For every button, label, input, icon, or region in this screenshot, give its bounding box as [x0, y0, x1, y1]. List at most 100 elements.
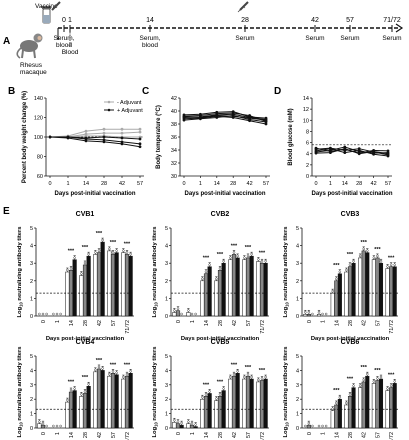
timeline-sample-label: Serum, blood — [140, 35, 161, 49]
data-point — [97, 249, 101, 252]
bar — [93, 254, 98, 317]
bar — [259, 262, 265, 317]
y-tick-label: 40 — [171, 109, 177, 115]
bar — [245, 375, 251, 429]
data-point — [215, 397, 218, 400]
x-tick-label: 42 — [97, 432, 103, 438]
bar — [231, 375, 237, 429]
bar — [378, 378, 384, 429]
x-tick-label: 28 — [101, 181, 107, 187]
x-tick-label: 0 — [41, 432, 47, 435]
data-point — [215, 277, 218, 280]
vaccination-syringe-icon-day28 — [237, 1, 249, 13]
data-point — [138, 130, 142, 134]
legend-marker — [107, 100, 111, 104]
x-tick-label: 14 — [334, 432, 340, 438]
timeline-day-label: 57 — [346, 17, 354, 24]
data-point — [264, 122, 268, 126]
bar — [358, 387, 363, 429]
bar — [114, 252, 119, 317]
bar — [200, 398, 205, 429]
data-point — [66, 135, 70, 139]
bar — [110, 254, 116, 317]
panel-c-temperature-chart: C 30 32 34 36 38 40 42 0 1 14 28 42 57 Days post-initi… — [142, 86, 270, 197]
panel-b-weight-chart-letter: B — [8, 86, 15, 97]
bar — [207, 393, 212, 429]
data-point — [120, 142, 124, 146]
x-tick-label: 1 — [190, 320, 196, 323]
significance-marker: *** — [259, 250, 266, 256]
x-tick-label: 42 — [362, 432, 368, 438]
bar — [93, 371, 98, 429]
x-tick-label: 0 — [307, 432, 313, 435]
panel-d-glucose-chart: D 0 2 4 6 8 10 12 14 0 1 14 28 42 57 Days post-initial … — [274, 86, 393, 197]
data-point — [321, 312, 324, 316]
timeline-sample-label: Serum — [305, 35, 324, 42]
data-point — [248, 116, 252, 120]
bar — [207, 266, 212, 317]
y-tick-label: 2 — [30, 279, 33, 285]
x-tick-label: 28 — [83, 320, 89, 326]
data-point — [138, 142, 142, 146]
x-axis-label: Days post-initial vaccination — [184, 191, 265, 197]
y-tick-label: 1 — [296, 412, 299, 418]
antibody-chart-cvb2: CVB2 0 1 2 3 4 5 0 1 14 *** 28 *** 42 *** 57 *** 71/72 ***… — [152, 211, 269, 342]
data-point — [108, 247, 111, 251]
significance-marker: *** — [347, 252, 354, 258]
bar — [189, 424, 195, 429]
significance-marker: *** — [96, 358, 103, 364]
bar — [361, 381, 366, 429]
data-point — [311, 424, 314, 428]
x-tick-label: 57 — [111, 432, 117, 438]
y-tick-label: 3 — [30, 261, 33, 267]
vaccine-vial-icon — [42, 6, 51, 24]
significance-marker: *** — [82, 375, 89, 381]
data-point — [52, 312, 55, 316]
bar — [375, 380, 380, 429]
data-point — [229, 256, 232, 259]
bar — [316, 313, 322, 317]
y-tick-label: 5 — [30, 354, 33, 360]
bar — [179, 424, 184, 429]
x-tick-label: 57 — [263, 181, 269, 187]
bar — [124, 375, 130, 429]
bar — [228, 259, 233, 317]
y-axis-label: Log10 neutralizing antibody titers — [17, 227, 24, 318]
bar — [263, 378, 268, 429]
data-point — [204, 270, 208, 273]
bar — [82, 393, 88, 429]
data-point — [236, 370, 239, 373]
data-point — [264, 118, 268, 122]
significance-marker: *** — [217, 252, 224, 258]
data-point — [102, 135, 106, 139]
x-tick-label: 42 — [371, 181, 377, 187]
data-point — [182, 115, 186, 119]
antibody-chart-cvb3: CVB3 0 1 2 3 4 5 0 1 14 *** 28 *** 42 *** 57 *** 71/72 ***… — [283, 211, 398, 342]
y-tick-label: 140 — [34, 96, 43, 102]
data-point — [97, 365, 101, 369]
bar — [242, 259, 247, 317]
x-tick-label: 0 — [48, 181, 51, 187]
series-line — [183, 111, 267, 119]
data-point — [331, 407, 334, 410]
y-tick-label: 0 — [296, 426, 299, 432]
y-tick-label: 3 — [165, 383, 168, 389]
data-point — [366, 249, 369, 252]
data-point — [182, 118, 186, 122]
y-tick-label: 0 — [296, 314, 299, 320]
y-tick-label: 0 — [165, 314, 168, 320]
data-point — [358, 254, 362, 258]
significance-marker: *** — [124, 362, 131, 368]
x-tick-label: 14 — [342, 181, 348, 187]
bar — [259, 380, 265, 429]
data-point — [102, 140, 106, 144]
y-tick-label: 3 — [165, 261, 168, 267]
data-point — [314, 151, 318, 155]
y-axis-label: Log10 neutralizing antibody titers — [152, 347, 159, 438]
bar — [365, 375, 370, 429]
bar — [107, 250, 112, 317]
x-tick-label: 0 — [41, 320, 47, 323]
bar — [96, 252, 102, 317]
x-tick-label: 1 — [321, 320, 327, 323]
